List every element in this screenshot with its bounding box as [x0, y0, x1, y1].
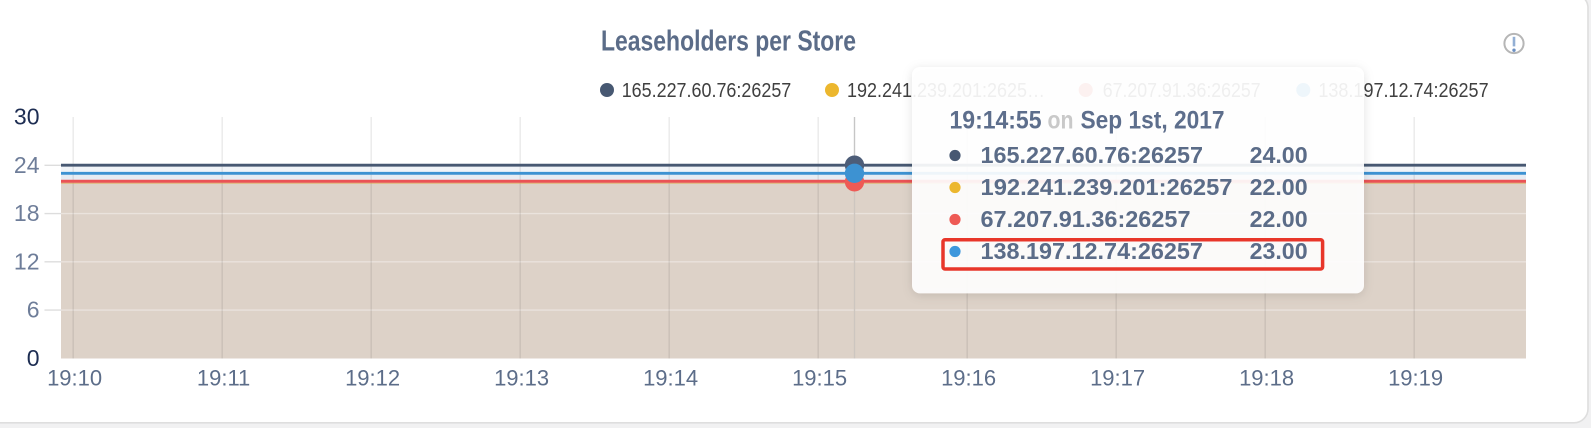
svg-text:12: 12 [14, 248, 40, 274]
svg-text:23.00: 23.00 [1250, 238, 1308, 264]
svg-text:6: 6 [27, 297, 40, 323]
svg-text:19:18: 19:18 [1239, 366, 1294, 391]
svg-text:24.00: 24.00 [1250, 142, 1308, 168]
svg-text:19:11: 19:11 [197, 366, 250, 391]
svg-text:19:13: 19:13 [494, 366, 549, 391]
svg-text:19:19: 19:19 [1388, 366, 1443, 391]
svg-text:19:10: 19:10 [47, 366, 102, 391]
svg-text:19:14: 19:14 [643, 366, 698, 391]
svg-text:67.207.91.36:26257: 67.207.91.36:26257 [981, 206, 1191, 232]
svg-text:18: 18 [14, 200, 40, 226]
svg-text:165.227.60.76:26257: 165.227.60.76:26257 [981, 142, 1204, 168]
svg-text:19:15: 19:15 [792, 366, 847, 391]
svg-text:19:14:55: 19:14:55 [950, 107, 1042, 135]
svg-text:165.227.60.76:26257: 165.227.60.76:26257 [622, 80, 792, 102]
svg-text:19:12: 19:12 [345, 366, 400, 391]
svg-text:22.00: 22.00 [1250, 206, 1308, 232]
svg-text:30: 30 [14, 104, 40, 130]
svg-text:192.241.239.201:26257: 192.241.239.201:26257 [981, 174, 1233, 200]
svg-text:Leaseholders per Store: Leaseholders per Store [601, 26, 856, 58]
svg-text:138.197.12.74:26257: 138.197.12.74:26257 [981, 238, 1203, 264]
svg-text:Sep 1st, 2017: Sep 1st, 2017 [1081, 107, 1225, 135]
svg-text:19:16: 19:16 [941, 366, 996, 391]
svg-text:on: on [1048, 107, 1074, 135]
svg-text:24: 24 [14, 152, 40, 178]
svg-text:19:17: 19:17 [1090, 366, 1145, 391]
svg-text:0: 0 [27, 345, 40, 371]
svg-text:22.00: 22.00 [1250, 174, 1308, 200]
